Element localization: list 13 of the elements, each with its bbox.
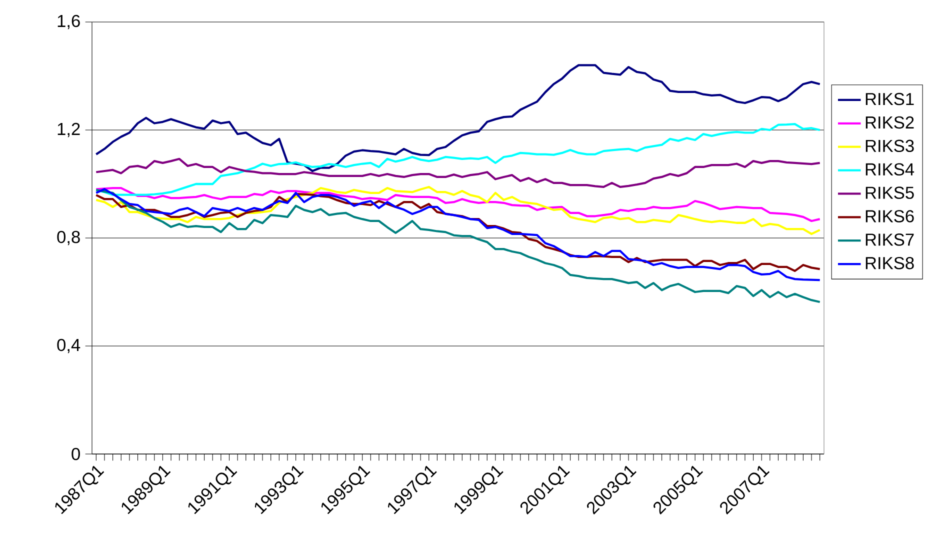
legend-label: RIKS3 xyxy=(866,140,914,152)
legend-label: RIKS1 xyxy=(866,92,914,106)
y-tick-label: 0 xyxy=(72,448,80,460)
legend-label: RIKS8 xyxy=(866,256,914,270)
legend-label: RIKS2 xyxy=(866,116,914,129)
y-tick-label: 0,4 xyxy=(57,338,80,354)
y-tick-label: 1,6 xyxy=(58,14,80,30)
legend-label: RIKS5 xyxy=(866,186,914,199)
legend-label: RIKS4 xyxy=(866,163,914,176)
y-tick-label: 0,8 xyxy=(57,230,80,246)
legend-label: RIKS7 xyxy=(866,234,914,246)
y-tick-label: 1,2 xyxy=(58,122,80,138)
legend-label: RIKS6 xyxy=(866,210,914,222)
